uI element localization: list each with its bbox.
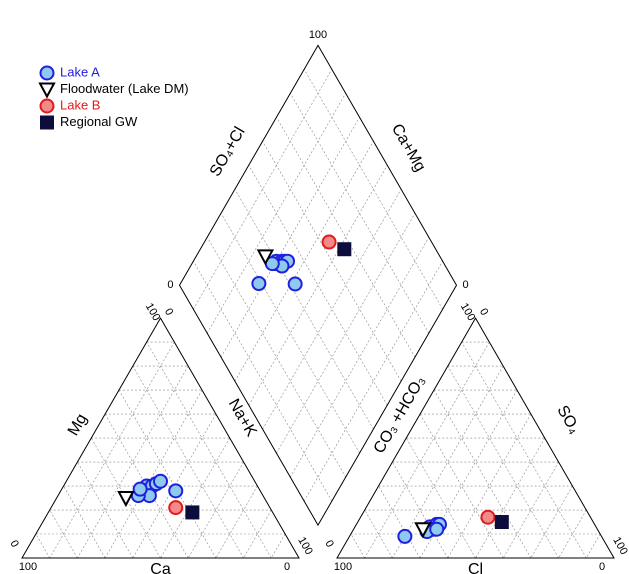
grid-line: [49, 341, 175, 559]
data-point: [185, 505, 200, 520]
data-point: [321, 234, 337, 250]
legend-label: Regional GW: [60, 114, 138, 129]
grid-line: [461, 341, 587, 559]
axis-label: Ca: [150, 561, 171, 574]
series: [185, 242, 509, 530]
tick-label: 100: [309, 29, 327, 41]
grid-line: [586, 533, 601, 559]
data-point: [494, 515, 509, 530]
legend-marker: [40, 115, 54, 130]
grid-line: [447, 365, 559, 559]
grid-line: [530, 485, 573, 559]
grid-line: [392, 461, 449, 559]
grid-line: [271, 533, 286, 559]
data-point: [251, 276, 267, 292]
grid-line: [104, 389, 203, 559]
cation-triangle: [21, 317, 300, 559]
grid-line: [132, 365, 244, 559]
diamond: [178, 44, 458, 527]
data-point: [168, 500, 184, 516]
grid-line: [215, 485, 258, 559]
axis-label: Na+K: [225, 396, 260, 440]
grid-line: [49, 509, 78, 559]
grid-line: [77, 461, 134, 559]
data-point: [337, 242, 352, 257]
legend-label: Lake B: [60, 97, 100, 112]
grid-line: [392, 365, 504, 559]
data-point: [256, 249, 275, 266]
axis-label: Mg: [65, 411, 91, 439]
data-point: [480, 509, 496, 525]
grid-line: [77, 365, 189, 559]
grid-line: [558, 509, 587, 559]
tick-label: 100: [295, 535, 315, 557]
data-point: [287, 276, 303, 292]
anion-triangle: [336, 317, 615, 559]
data-point: [429, 521, 445, 537]
tick-label: 0: [599, 561, 605, 573]
grid-line: [350, 533, 365, 559]
grid-line: [475, 437, 546, 559]
tick-label: 100: [610, 535, 629, 557]
grid-line: [187, 461, 244, 559]
tick-label: 0: [284, 561, 290, 573]
tick-label: 0: [322, 538, 335, 549]
legend-label: Lake A: [60, 64, 100, 79]
grid-line: [405, 437, 476, 559]
data-point: [153, 473, 168, 489]
legend-marker: [38, 82, 56, 99]
series: [130, 253, 447, 544]
tick-label: 0: [463, 279, 469, 291]
tick-label: 0: [477, 306, 490, 317]
tick-label: 100: [19, 561, 37, 573]
tick-label: 0: [167, 279, 173, 291]
grid-line: [63, 485, 106, 559]
series: [168, 234, 496, 525]
axis-label: SO₄: [553, 403, 583, 437]
grid-line: [364, 509, 393, 559]
grid-line: [118, 389, 217, 559]
tick-label: 0: [7, 538, 20, 549]
data-point: [132, 481, 148, 497]
tick-label: 100: [334, 561, 352, 573]
grid-line: [364, 341, 490, 559]
axis-label: Ca+Mg: [388, 121, 429, 175]
series: [117, 249, 432, 539]
tick-label: 0: [162, 306, 175, 317]
grid-line: [502, 461, 559, 559]
grid-line: [243, 509, 272, 559]
grid-line: [378, 485, 421, 559]
grid-line: [433, 389, 532, 559]
data-point: [117, 491, 135, 508]
axis-label: SO₄+Cl: [207, 124, 249, 179]
grid-line: [146, 341, 272, 559]
legend-marker: [39, 98, 55, 114]
data-point: [397, 528, 413, 544]
data-point: [414, 522, 432, 539]
legend-label: Floodwater (Lake DM): [60, 81, 189, 96]
data-point: [168, 483, 184, 499]
axis-label: Cl: [468, 561, 483, 574]
grid-line: [160, 437, 231, 559]
legend-marker: [39, 65, 55, 81]
grid-line: [35, 533, 50, 559]
